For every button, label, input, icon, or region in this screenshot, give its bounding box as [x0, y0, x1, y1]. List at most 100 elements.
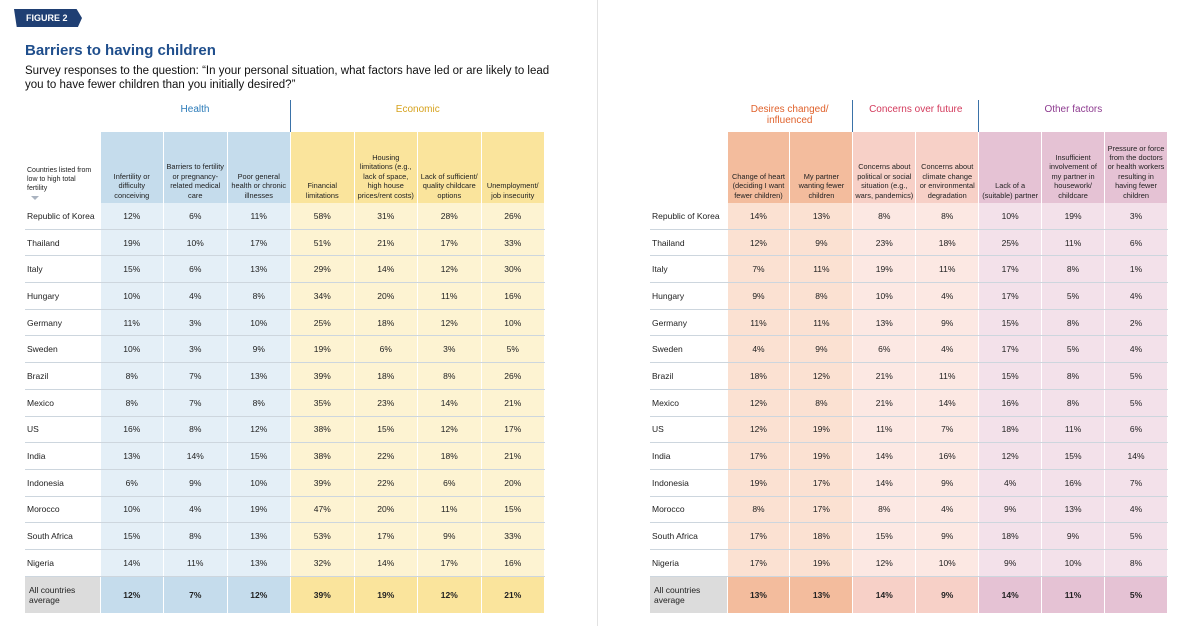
- value-cell: 6%: [163, 255, 228, 284]
- header-row: Change of heart (deciding I want fewer c…: [650, 132, 1168, 203]
- value-cell: 5%: [481, 335, 545, 364]
- data-row: Sweden 4% 9% 6% 4% 17% 5% 4%: [650, 335, 1168, 364]
- page-divider: [597, 0, 598, 626]
- value-cell: 8%: [100, 389, 164, 417]
- value-cell: 26%: [481, 203, 545, 230]
- value-cell: 9%: [978, 549, 1043, 577]
- value-cell: 6%: [1104, 229, 1168, 257]
- value-cell: 9%: [915, 469, 980, 497]
- value-cell: 19%: [227, 496, 291, 524]
- country: Nigeria: [650, 549, 728, 577]
- value-cell: 14%: [852, 442, 917, 470]
- value-cell: 11%: [727, 309, 791, 337]
- value-cell: 8%: [852, 203, 917, 230]
- value-cell: 32%: [290, 549, 355, 577]
- country: Mexico: [650, 389, 728, 417]
- value-cell: 17%: [727, 522, 791, 550]
- value-cell: 10%: [1041, 549, 1106, 577]
- value-cell: 8%: [100, 362, 164, 390]
- value-cell: 8%: [417, 362, 482, 390]
- value-cell: 21%: [481, 389, 545, 417]
- country: Thailand: [650, 229, 728, 257]
- value-cell: 16%: [100, 416, 164, 444]
- value-cell: 5%: [1104, 389, 1168, 417]
- average-value: 9%: [915, 576, 980, 613]
- value-cell: 11%: [789, 309, 854, 337]
- column-header: Infertility or difficulty conceiving: [100, 132, 164, 203]
- value-cell: 15%: [852, 522, 917, 550]
- value-cell: 4%: [915, 496, 980, 524]
- country: Mexico: [25, 389, 101, 417]
- value-cell: 4%: [1104, 282, 1168, 310]
- average-value: 13%: [727, 576, 791, 613]
- data-row: Nigeria 17% 19% 12% 10% 9% 10% 8%: [650, 549, 1168, 577]
- value-cell: 10%: [163, 229, 228, 257]
- value-cell: 11%: [163, 549, 228, 577]
- country: Hungary: [25, 282, 101, 310]
- country: Morocco: [650, 496, 728, 524]
- data-row: Germany 11% 3% 10% 25% 18% 12% 10%: [25, 309, 545, 337]
- value-cell: 13%: [227, 362, 291, 390]
- average-value: 39%: [290, 576, 355, 613]
- average-value: 14%: [852, 576, 917, 613]
- country: India: [25, 442, 101, 470]
- data-row: Mexico 8% 7% 8% 35% 23% 14% 21%: [25, 389, 545, 417]
- country: Republic of Korea: [650, 203, 728, 230]
- average-label: All countries average: [650, 576, 728, 613]
- value-cell: 5%: [1104, 522, 1168, 550]
- value-cell: 3%: [163, 335, 228, 364]
- sort-arrow: [31, 196, 39, 200]
- value-cell: 12%: [727, 416, 791, 444]
- value-cell: 4%: [163, 496, 228, 524]
- column-header: Concerns about political or social situa…: [852, 132, 917, 203]
- average-value: 14%: [978, 576, 1043, 613]
- value-cell: 8%: [915, 203, 980, 230]
- value-cell: 10%: [100, 282, 164, 310]
- value-cell: 11%: [915, 362, 980, 390]
- value-cell: 8%: [1104, 549, 1168, 577]
- value-cell: 18%: [978, 522, 1043, 550]
- column-header: Insufficient involvement of my partner i…: [1041, 132, 1106, 203]
- average-value: 12%: [227, 576, 291, 613]
- country: Indonesia: [25, 469, 101, 497]
- data-row: South Africa 15% 8% 13% 53% 17% 9% 33%: [25, 522, 545, 550]
- value-cell: 4%: [1104, 335, 1168, 364]
- value-cell: 9%: [789, 335, 854, 364]
- group-title: Economic: [290, 100, 545, 132]
- value-cell: 15%: [1041, 442, 1106, 470]
- value-cell: 39%: [290, 469, 355, 497]
- value-cell: 23%: [852, 229, 917, 257]
- value-cell: 12%: [789, 362, 854, 390]
- value-cell: 3%: [417, 335, 482, 364]
- data-row: India 13% 14% 15% 38% 22% 18% 21%: [25, 442, 545, 470]
- value-cell: 18%: [354, 309, 418, 337]
- value-cell: 12%: [727, 229, 791, 257]
- country: Republic of Korea: [25, 203, 101, 230]
- value-cell: 17%: [481, 416, 545, 444]
- value-cell: 8%: [727, 496, 791, 524]
- value-cell: 9%: [1041, 522, 1106, 550]
- value-cell: 10%: [978, 203, 1043, 230]
- value-cell: 6%: [100, 469, 164, 497]
- data-row: Republic of Korea 14% 13% 8% 8% 10% 19% 3%: [650, 203, 1168, 230]
- column-header: Change of heart (deciding I want fewer c…: [727, 132, 791, 203]
- value-cell: 51%: [290, 229, 355, 257]
- value-cell: 14%: [100, 549, 164, 577]
- data-row: Brazil 8% 7% 13% 39% 18% 8% 26%: [25, 362, 545, 390]
- value-cell: 4%: [978, 469, 1043, 497]
- value-cell: 17%: [978, 255, 1043, 284]
- value-cell: 14%: [852, 469, 917, 497]
- column-header: Poor general health or chronic illnesses: [227, 132, 291, 203]
- value-cell: 12%: [852, 549, 917, 577]
- country: Brazil: [650, 362, 728, 390]
- value-cell: 13%: [1041, 496, 1106, 524]
- value-cell: 10%: [100, 335, 164, 364]
- column-header: Concerns about climate change or environ…: [915, 132, 980, 203]
- spacer: [25, 100, 100, 132]
- value-cell: 8%: [163, 522, 228, 550]
- value-cell: 10%: [227, 309, 291, 337]
- value-cell: 17%: [354, 522, 418, 550]
- column-header: Lack of a (suitable) partner: [978, 132, 1043, 203]
- value-cell: 13%: [789, 203, 854, 230]
